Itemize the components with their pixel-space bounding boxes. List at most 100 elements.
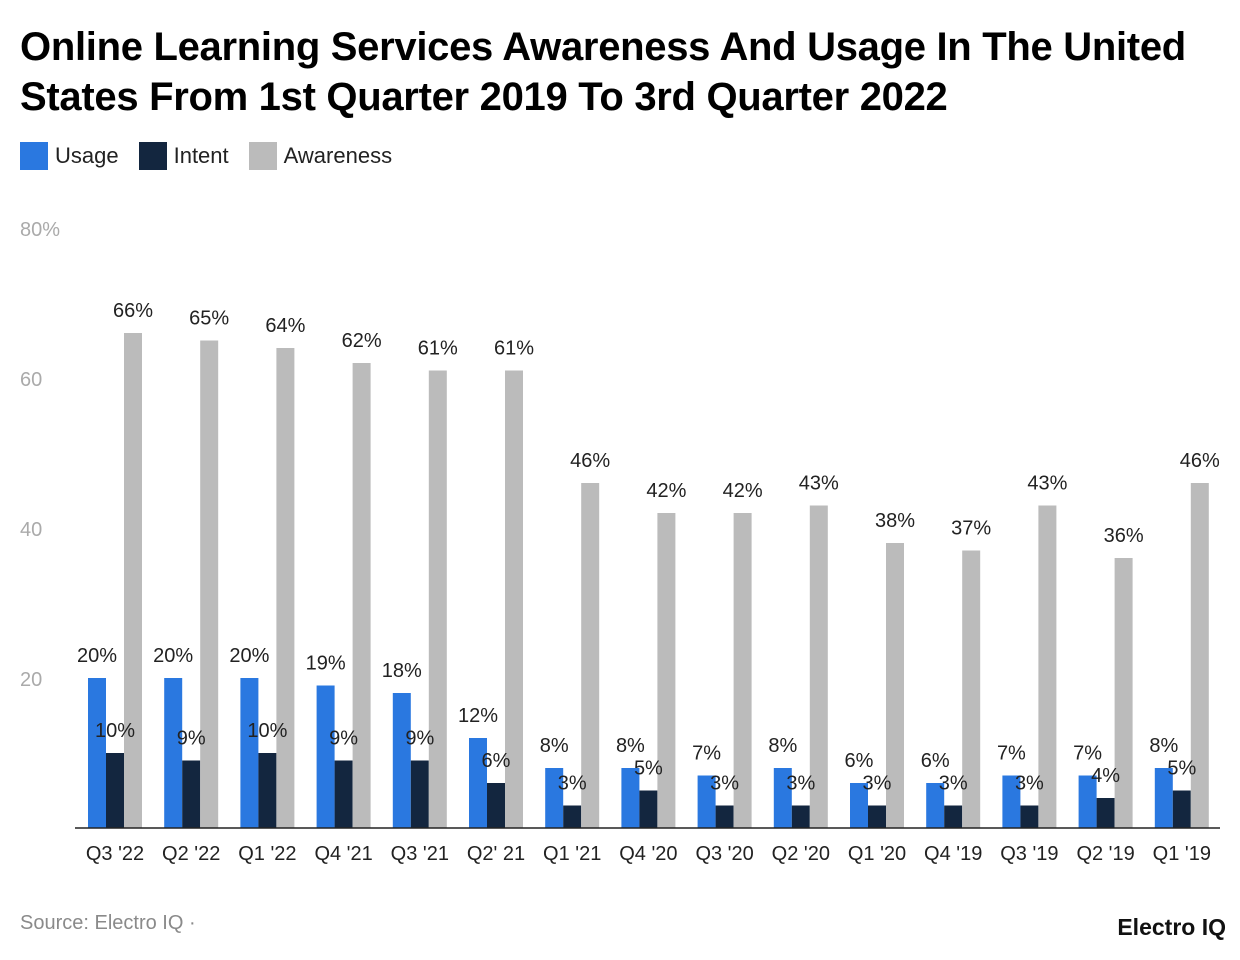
bar-usage [469,738,487,828]
bar-awareness [428,370,447,828]
y-tick-label: 80% [20,219,60,241]
x-tick-label: Q3 '21 [391,843,449,865]
data-label-awareness: 62% [342,330,382,352]
x-tick-label: Q1 '20 [848,843,906,865]
bar-awareness [886,543,904,828]
legend-item-usage: Usage [20,142,119,170]
bar-usage [850,783,868,828]
data-label-intent: 3% [558,773,587,795]
data-label-awareness: 66% [113,300,153,322]
bar-intent [106,753,124,828]
bar-usage [773,768,792,828]
bar-intent [944,805,963,828]
bar-awareness [962,550,981,828]
data-label-intent: 4% [1091,765,1120,787]
legend-swatch-usage [20,142,48,170]
data-label-usage: 8% [616,735,645,757]
bar-intent [258,753,277,828]
y-tick-label: 60 [20,369,42,391]
data-label-awareness: 42% [723,480,763,502]
data-label-awareness: 42% [646,480,686,502]
bar-awareness [124,333,142,828]
bar-usage [621,768,640,828]
bar-usage [926,783,945,828]
legend-item-awareness: Awareness [248,142,393,170]
data-label-usage: 20% [229,645,269,667]
x-tick-label: Q4 '20 [619,843,677,865]
x-tick-label: Q2 '22 [162,843,220,865]
bar-intent [1096,798,1115,828]
data-label-usage: 8% [768,735,797,757]
bar-awareness [581,483,600,828]
bar-usage [1002,775,1021,828]
legend-label-awareness: Awareness [283,143,393,168]
data-label-usage: 7% [1073,743,1102,765]
data-label-intent: 9% [177,728,206,750]
bar-awareness [733,513,752,828]
bar-intent [410,760,429,828]
x-tick-label: Q1 '21 [543,843,601,865]
data-label-intent: 10% [95,720,135,742]
bar-usage [545,768,564,828]
data-label-awareness: 65% [189,308,229,330]
x-tick-label: Q1 '22 [238,843,296,865]
x-tick-label: Q3 '20 [695,843,753,865]
x-tick-label: Q4 '19 [924,843,982,865]
bar-usage [697,775,716,828]
data-label-intent: 5% [634,758,663,780]
bar-awareness [352,363,371,828]
bar-intent [868,805,886,828]
bar-usage [1154,768,1173,828]
data-label-awareness: 61% [418,338,458,360]
bar-intent [563,805,582,828]
legend: Usage Intent Awareness [20,142,412,170]
data-label-awareness: 46% [1180,450,1220,472]
bar-intent [182,760,201,828]
data-label-intent: 5% [1167,758,1196,780]
y-tick-label: 40 [20,519,42,541]
bar-intent [1172,790,1191,828]
x-tick-label: Q3 '19 [1000,843,1058,865]
legend-item-intent: Intent [138,142,229,170]
data-label-intent: 3% [1015,773,1044,795]
data-label-usage: 8% [540,735,569,757]
data-label-awareness: 37% [951,518,991,540]
bar-intent [487,783,505,828]
x-tick-label: Q2' 21 [467,843,525,865]
x-tick-label: Q2 '20 [772,843,830,865]
x-tick-label: Q3 '22 [86,843,144,865]
bar-intent [791,805,810,828]
data-label-usage: 12% [458,705,498,727]
bar-awareness [200,340,219,828]
bar-awareness [1038,505,1057,828]
x-tick-label: Q2 '19 [1076,843,1134,865]
bar-intent [334,760,353,828]
data-label-usage: 18% [382,660,422,682]
data-label-awareness: 43% [799,473,839,495]
data-label-usage: 8% [1149,735,1178,757]
bar-usage [1078,775,1097,828]
data-label-intent: 3% [786,773,815,795]
data-label-intent: 9% [329,728,358,750]
bar-awareness [809,505,828,828]
bar-usage [240,678,259,828]
legend-label-usage: Usage [55,143,119,168]
bar-awareness [505,370,523,828]
data-label-usage: 20% [153,645,193,667]
data-label-awareness: 43% [1027,473,1067,495]
data-label-intent: 3% [863,773,892,795]
bar-awareness [276,348,295,828]
bar-usage [164,678,183,828]
bar-intent [715,805,734,828]
legend-swatch-awareness [248,142,277,170]
brand-logo: Electro IQ [1117,914,1226,940]
legend-swatch-intent [138,142,167,170]
bar-usage [316,685,335,828]
y-tick-label: 20 [20,669,42,691]
data-label-awareness: 61% [494,338,534,360]
data-label-intent: 10% [247,720,287,742]
bar-intent [1020,805,1039,828]
bar-intent [639,790,658,828]
data-label-usage: 20% [77,645,117,667]
